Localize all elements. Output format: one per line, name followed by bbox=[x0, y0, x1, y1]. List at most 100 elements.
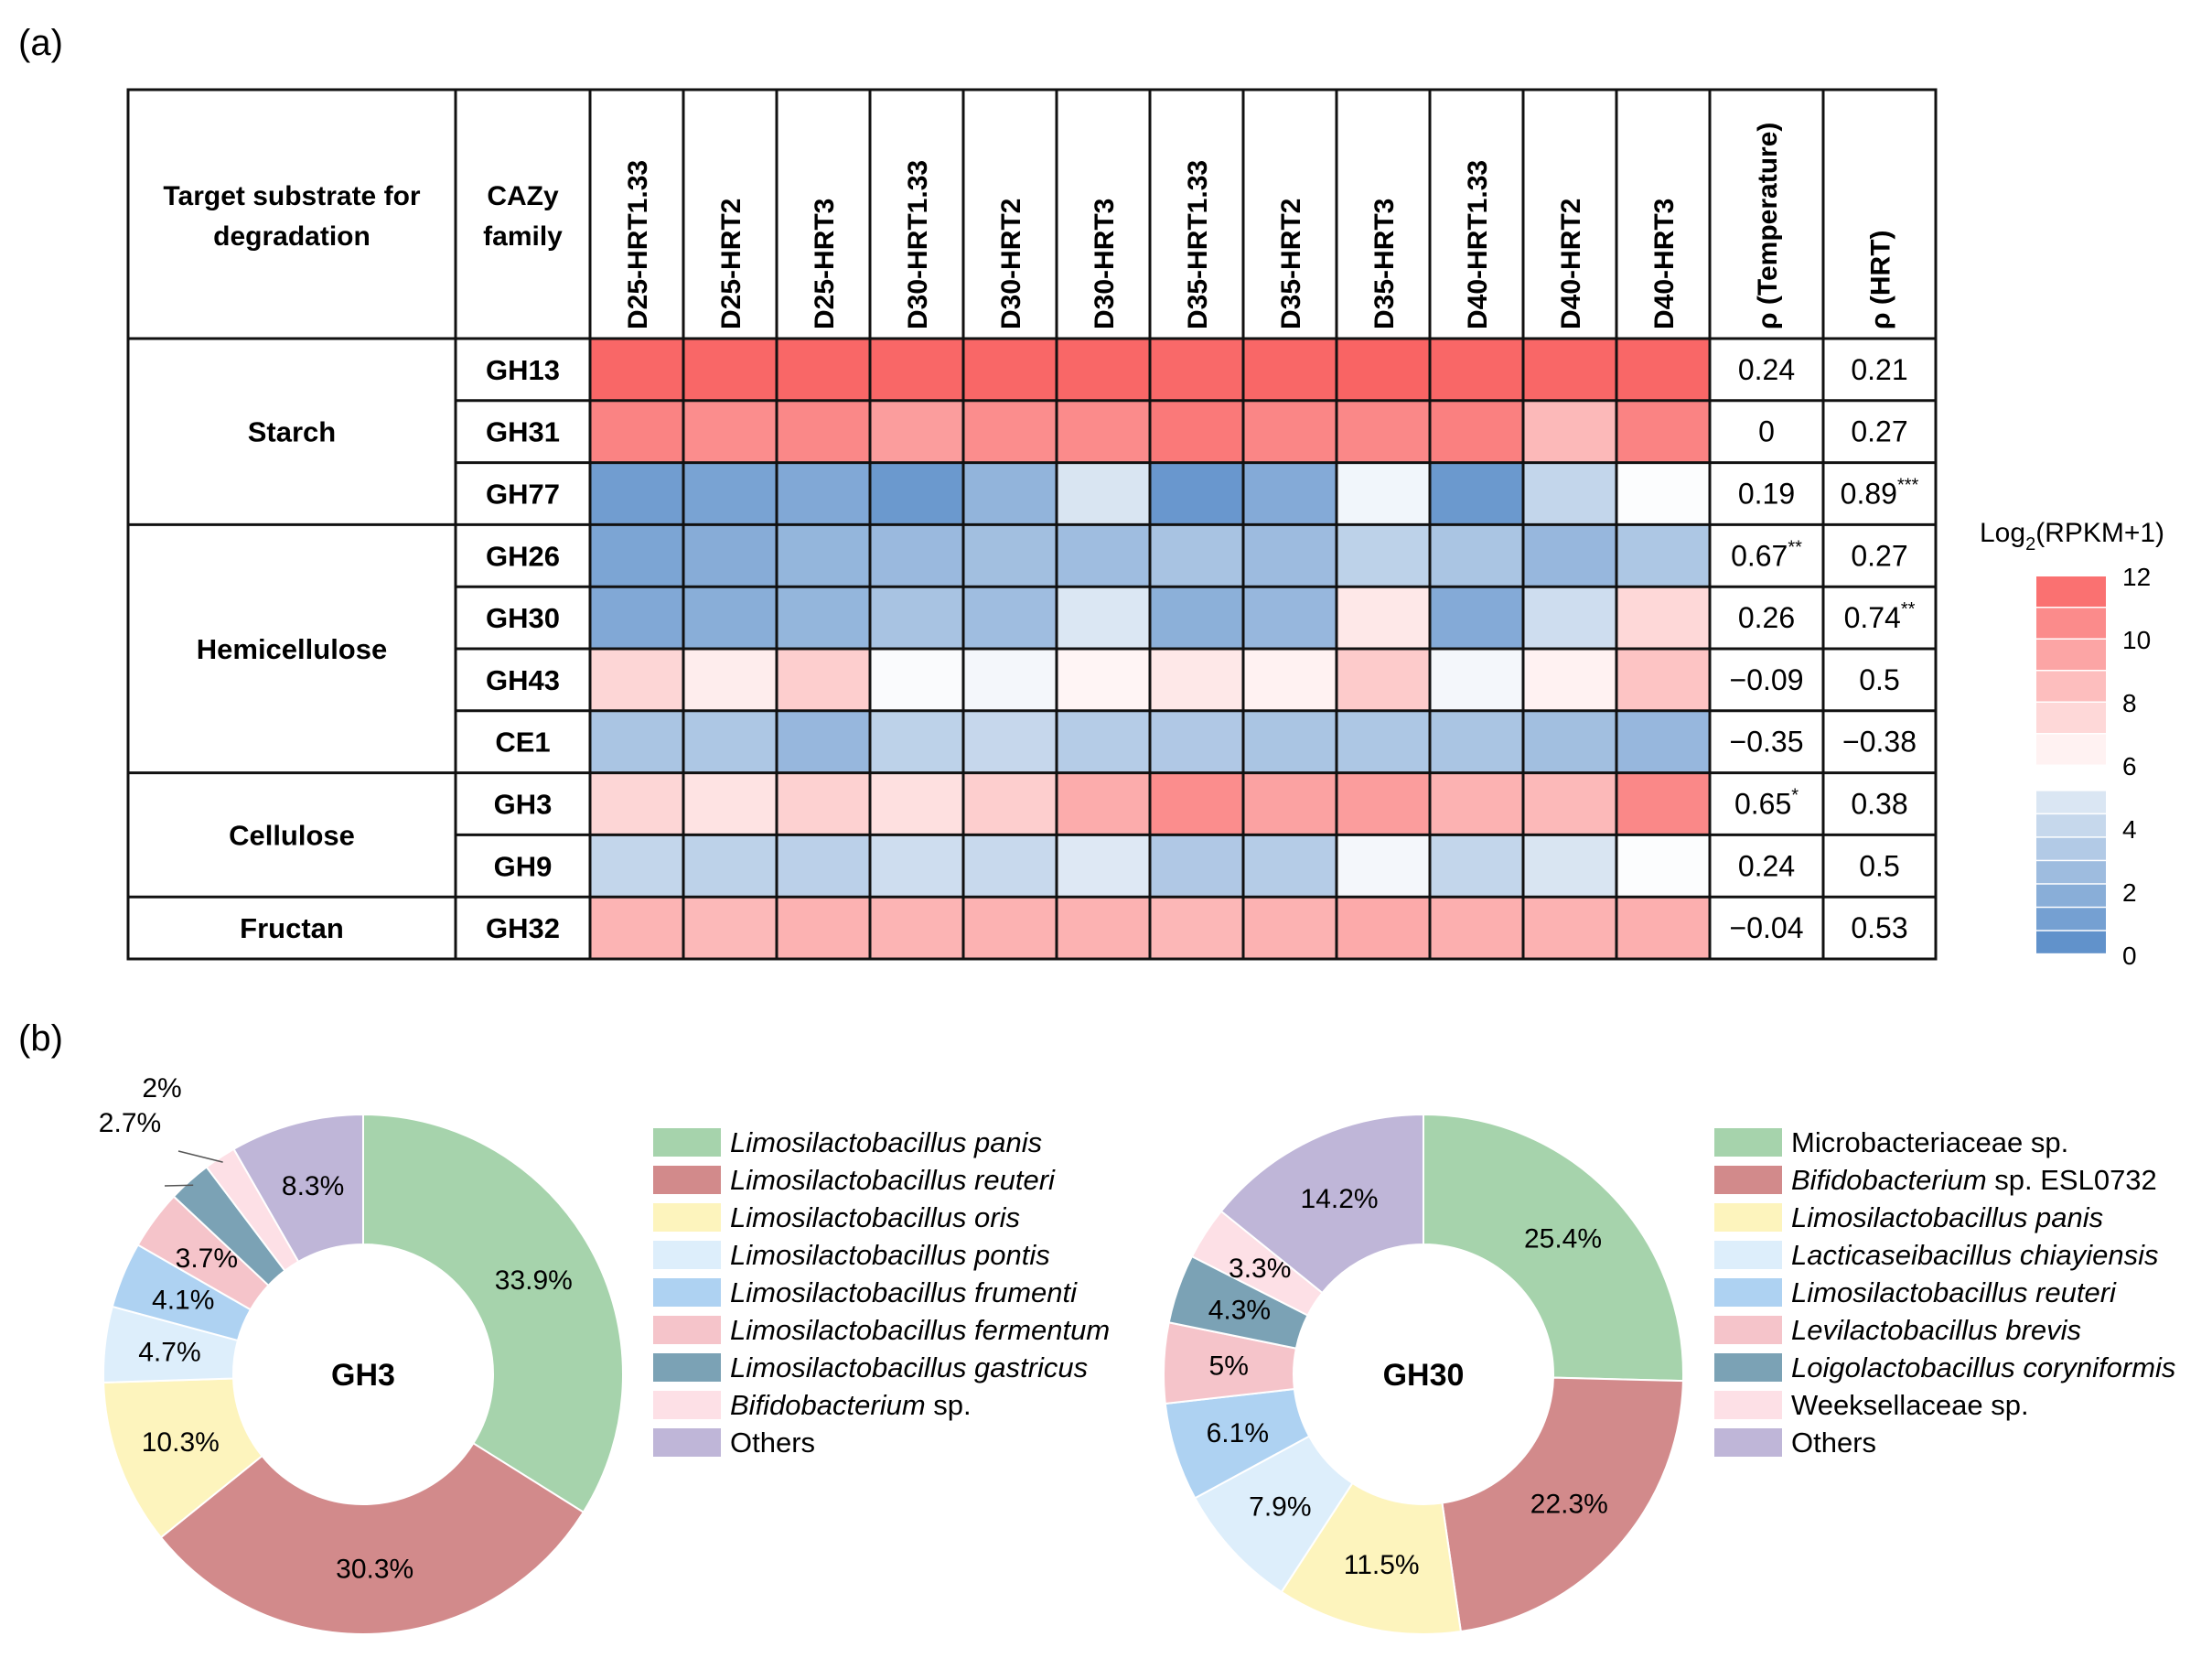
family-label-GH9: GH9 bbox=[494, 850, 553, 882]
heat-cell-GH31-D35-HRT2 bbox=[1243, 400, 1337, 463]
legend-entry-Limosilactobacillus-gastricus: Limosilactobacillus gastricus bbox=[730, 1351, 1088, 1383]
rho-number: 0.5 bbox=[1859, 849, 1899, 882]
heat-cell-GH43-D35-HRT3 bbox=[1337, 649, 1430, 711]
rho-number: 0.89 bbox=[1841, 478, 1897, 511]
heat-cell-CE1-D25-HRT3 bbox=[777, 710, 870, 773]
rho-value-rho_hrt-GH77: 0.89*** bbox=[1841, 476, 1919, 511]
heat-cell-GH30-D25-HRT2 bbox=[683, 587, 777, 649]
heat-cell-GH31-D30-HRT2 bbox=[963, 400, 1057, 463]
legend-name: Weeksellaceae sp. bbox=[1791, 1389, 2029, 1421]
family-label-GH43: GH43 bbox=[486, 664, 560, 696]
colorbar-step bbox=[2036, 861, 2106, 884]
pie-value-label: 4.3% bbox=[1208, 1296, 1271, 1326]
legend-name: Limosilactobacillus frumenti bbox=[730, 1276, 1078, 1308]
heat-cell-GH30-D25-HRT1.33 bbox=[590, 587, 683, 649]
pie-value-label: 2% bbox=[142, 1073, 181, 1104]
heat-cell-GH9-D30-HRT2 bbox=[963, 834, 1057, 898]
heat-cell-GH32-D25-HRT3 bbox=[777, 897, 870, 959]
family-label-GH13: GH13 bbox=[486, 354, 560, 386]
rho-significance: *** bbox=[1897, 476, 1919, 496]
pie-value-label: 11.5% bbox=[1344, 1550, 1420, 1580]
header-substrate: Target substrate for degradation bbox=[163, 181, 420, 252]
heat-cell-GH26-D30-HRT2 bbox=[963, 524, 1057, 587]
rho-value-rho_hrt-GH31: 0.27 bbox=[1851, 415, 1907, 448]
rho-value-rho_hrt-CE1: −0.38 bbox=[1842, 726, 1917, 759]
colorbar-step bbox=[2036, 884, 2106, 907]
legend-entry-Limosilactobacillus-reuteri: Limosilactobacillus reuteri bbox=[730, 1164, 1056, 1196]
rho-value-rho_temp-CE1: −0.35 bbox=[1730, 726, 1804, 759]
col-header-D35-HRT1.33: D35-HRT1.33 bbox=[1183, 160, 1213, 329]
pie-value-label: 4.7% bbox=[138, 1337, 200, 1367]
col-header-ρ (HRT): ρ (HRT) bbox=[1866, 230, 1896, 329]
colorbar-title: Log2(RPKM+1) bbox=[1980, 518, 2164, 554]
colorbar-tick-2: 2 bbox=[2122, 878, 2137, 907]
legend-swatch bbox=[653, 1278, 721, 1307]
heat-cell-GH31-D35-HRT3 bbox=[1337, 400, 1430, 463]
rho-number: 0 bbox=[1758, 415, 1775, 448]
pie-value-label: 10.3% bbox=[142, 1427, 220, 1458]
heat-cell-GH77-D40-HRT3 bbox=[1616, 462, 1710, 525]
heat-cell-GH77-D25-HRT1.33 bbox=[590, 462, 683, 525]
colorbar-step bbox=[2036, 931, 2106, 953]
heat-cell-GH26-D30-HRT3 bbox=[1057, 524, 1150, 587]
heat-cell-GH13-D25-HRT1.33 bbox=[590, 339, 683, 401]
rho-number: 0.24 bbox=[1738, 353, 1795, 386]
col-header-D35-HRT3: D35-HRT3 bbox=[1369, 199, 1400, 329]
legend-swatch bbox=[1714, 1316, 1782, 1344]
heat-cell-GH30-D30-HRT3 bbox=[1057, 587, 1150, 649]
heat-cell-GH26-D25-HRT2 bbox=[683, 524, 777, 587]
heat-cell-GH3-D35-HRT2 bbox=[1243, 772, 1337, 835]
heat-cell-CE1-D40-HRT1.33 bbox=[1430, 710, 1523, 773]
legend-swatch bbox=[653, 1203, 721, 1232]
rho-value-rho_temp-GH26: 0.67** bbox=[1731, 537, 1802, 572]
rho-number: 0.5 bbox=[1859, 663, 1899, 696]
header-family: CAZy family bbox=[483, 181, 563, 252]
heat-cell-GH3-D25-HRT1.33 bbox=[590, 772, 683, 835]
col-header-D40-HRT3: D40-HRT3 bbox=[1649, 199, 1680, 329]
header-substrate-line2: degradation bbox=[213, 221, 370, 252]
heat-cell-GH31-D40-HRT3 bbox=[1616, 400, 1710, 463]
colorbar-title-sub: 2 bbox=[2025, 534, 2035, 554]
heat-cell-GH43-D35-HRT2 bbox=[1243, 649, 1337, 711]
pie-value-label: 7.9% bbox=[1249, 1491, 1311, 1522]
heat-cell-GH9-D35-HRT2 bbox=[1243, 834, 1337, 898]
colorbar-step bbox=[2036, 576, 2106, 607]
rho-value-rho_temp-GH13: 0.24 bbox=[1738, 353, 1795, 386]
legend-swatch bbox=[653, 1428, 721, 1457]
pie-value-label: 8.3% bbox=[282, 1171, 344, 1201]
legend-name: Limosilactobacillus reuteri bbox=[730, 1164, 1056, 1196]
family-label-GH30: GH30 bbox=[486, 602, 560, 634]
pie-value-label: 3.7% bbox=[176, 1244, 238, 1274]
heat-cell-GH31-D25-HRT3 bbox=[777, 400, 870, 463]
rho-significance: ** bbox=[1788, 537, 1802, 557]
heat-cell-GH3-D40-HRT3 bbox=[1616, 772, 1710, 835]
rho-value-rho_hrt-GH43: 0.5 bbox=[1859, 663, 1899, 696]
legend-swatch bbox=[653, 1166, 721, 1194]
pie-value-label: 2.7% bbox=[99, 1108, 161, 1138]
heat-cell-GH9-D40-HRT3 bbox=[1616, 834, 1710, 898]
legend-entry-Others: Others bbox=[1791, 1427, 1876, 1459]
pie-value-label: 25.4% bbox=[1524, 1223, 1602, 1254]
col-header-D25-HRT2: D25-HRT2 bbox=[716, 199, 746, 329]
heat-cell-GH32-D40-HRT2 bbox=[1523, 897, 1616, 959]
heat-cell-GH3-D25-HRT3 bbox=[777, 772, 870, 835]
heat-cell-GH30-D40-HRT1.33 bbox=[1430, 587, 1523, 649]
col-header-D40-HRT1.33: D40-HRT1.33 bbox=[1463, 160, 1493, 329]
pie-value-label: 30.3% bbox=[336, 1555, 413, 1585]
colorbar-step bbox=[2036, 791, 2106, 813]
heat-cell-GH31-D40-HRT1.33 bbox=[1430, 400, 1523, 463]
legend-swatch bbox=[653, 1391, 721, 1419]
heat-cell-GH43-D35-HRT1.33 bbox=[1150, 649, 1243, 711]
header-substrate-line1: Target substrate for bbox=[163, 181, 420, 211]
legend-name: Others bbox=[730, 1427, 815, 1459]
rho-number: −0.38 bbox=[1842, 726, 1917, 759]
heat-cell-GH77-D30-HRT3 bbox=[1057, 462, 1150, 525]
heat-cell-GH77-D35-HRT2 bbox=[1243, 462, 1337, 525]
heat-cell-CE1-D30-HRT3 bbox=[1057, 710, 1150, 773]
colorbar-step bbox=[2036, 814, 2106, 837]
rho-value-rho_temp-GH43: −0.09 bbox=[1730, 663, 1804, 696]
heat-cell-GH9-D40-HRT1.33 bbox=[1430, 834, 1523, 898]
legend-swatch bbox=[1714, 1278, 1782, 1307]
rho-number: −0.35 bbox=[1730, 726, 1804, 759]
